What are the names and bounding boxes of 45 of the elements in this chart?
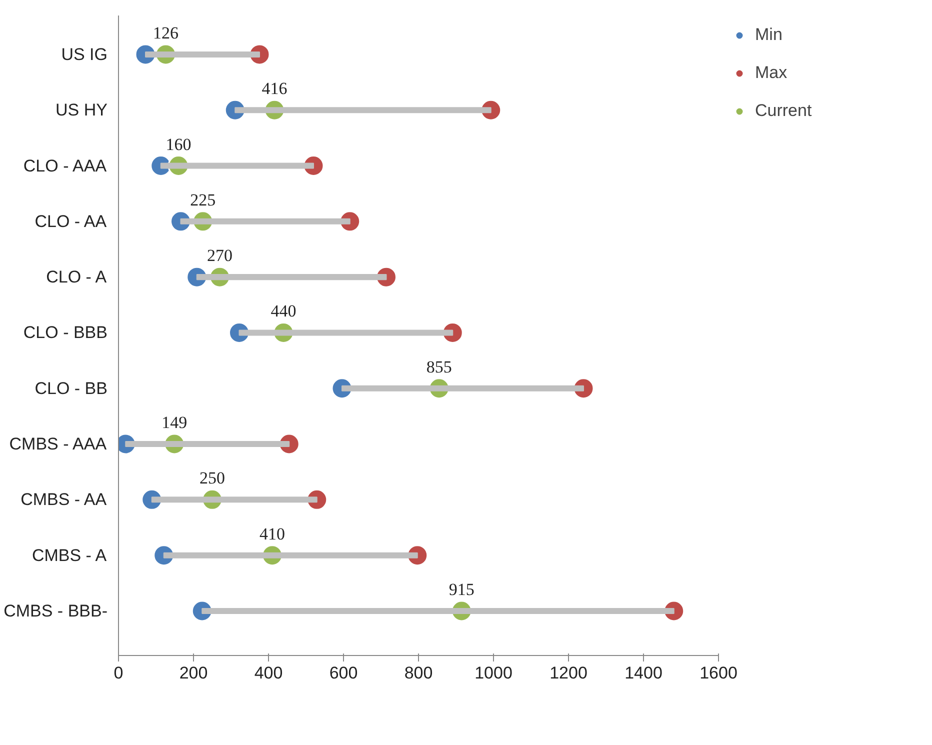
data-label: 855 — [426, 357, 452, 376]
x-tick-label: 1600 — [700, 664, 738, 682]
data-label: 410 — [260, 524, 285, 544]
x-tick-label: 1200 — [550, 664, 588, 682]
y-tick-label: CMBS - BBB- — [4, 601, 108, 620]
bar — [180, 218, 350, 224]
data-label: 225 — [190, 190, 216, 210]
bar — [234, 107, 492, 114]
bar — [202, 608, 674, 614]
bar — [145, 51, 260, 58]
y-tick-label: CLO - AA — [34, 212, 108, 231]
y-tick-label: CLO - BBB — [23, 323, 108, 342]
bar — [196, 274, 387, 280]
data-label: 250 — [200, 468, 225, 488]
y-tick-label: CMBS - AA — [20, 490, 108, 510]
data-label: 416 — [262, 79, 288, 98]
y-tick-label: US IG — [61, 44, 108, 64]
data-label: 270 — [207, 246, 232, 266]
bar — [160, 162, 314, 169]
x-tick-label: 1400 — [624, 664, 662, 682]
y-tick-label: CLO - BB — [34, 378, 108, 398]
y-tick-label: CMBS - AAA — [9, 434, 108, 454]
bar — [125, 441, 290, 448]
x-tick-label: 400 — [254, 664, 283, 682]
x-tick-label: 1000 — [474, 664, 512, 682]
bar — [238, 330, 454, 336]
data-label: 160 — [166, 134, 192, 154]
y-tick-label: CMBS - A — [32, 546, 108, 565]
x-tick-label: 600 — [329, 664, 358, 682]
legend-label: Min — [755, 25, 782, 45]
bar — [151, 496, 318, 503]
bar — [163, 552, 418, 558]
legend-label: Max — [755, 63, 788, 83]
x-tick-label: 200 — [179, 664, 208, 682]
x-tick-label: 800 — [404, 664, 433, 682]
y-tick-label: CLO - A — [46, 268, 108, 287]
data-label: 149 — [162, 413, 188, 432]
data-label: 915 — [448, 580, 474, 599]
y-tick-label: CLO - AAA — [23, 156, 108, 176]
data-label: 440 — [270, 302, 296, 321]
y-tick-label: US HY — [56, 100, 108, 120]
legend-label: Current — [755, 101, 812, 121]
x-tick-label: 0 — [114, 664, 124, 682]
bar — [342, 385, 584, 392]
data-label: 126 — [153, 23, 178, 42]
